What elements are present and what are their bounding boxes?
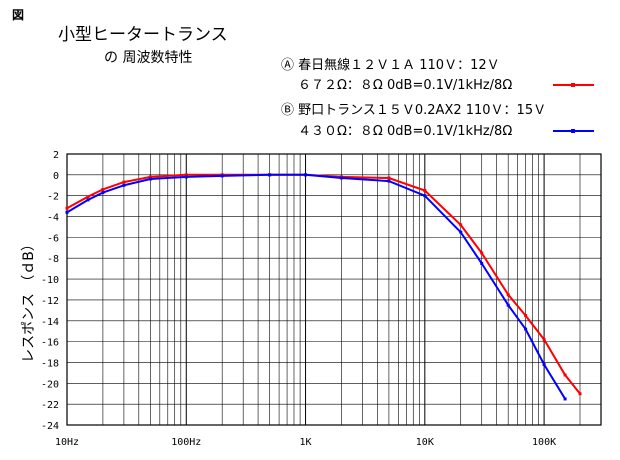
y-tick-label: -12 bbox=[41, 296, 59, 307]
data-point bbox=[480, 251, 484, 255]
data-point bbox=[86, 198, 90, 202]
data-point bbox=[459, 223, 463, 227]
x-tick-label: 100Hz bbox=[171, 437, 201, 448]
data-point bbox=[304, 173, 308, 177]
y-tick-label: -6 bbox=[47, 233, 59, 244]
data-point bbox=[148, 177, 152, 181]
y-tick-label: -4 bbox=[47, 213, 59, 224]
data-point bbox=[480, 261, 484, 265]
chart-series bbox=[65, 173, 582, 401]
y-tick-label: -22 bbox=[41, 400, 59, 411]
data-point bbox=[387, 179, 391, 183]
data-point bbox=[65, 206, 69, 210]
data-point bbox=[268, 173, 272, 177]
data-point bbox=[524, 327, 528, 331]
data-point bbox=[506, 293, 510, 297]
y-tick-label: -10 bbox=[41, 275, 59, 286]
data-point bbox=[122, 183, 126, 187]
y-tick-label: -20 bbox=[41, 379, 59, 390]
data-point bbox=[506, 303, 510, 307]
y-tick-label: -2 bbox=[47, 192, 59, 203]
legend-a-name: Ⓐ 春日無線１２Ｖ１Ａ 110Ｖ：12Ｖ bbox=[281, 58, 500, 73]
legend-swatch-marker bbox=[571, 83, 575, 87]
data-point bbox=[563, 373, 567, 377]
x-tick-label: 10K bbox=[416, 437, 434, 448]
data-point bbox=[563, 397, 567, 401]
data-point bbox=[101, 191, 105, 195]
y-tick-label: -14 bbox=[41, 317, 59, 328]
y-tick-label: -24 bbox=[41, 421, 59, 432]
data-point bbox=[524, 314, 528, 318]
data-point bbox=[542, 363, 546, 367]
y-tick-label: 2 bbox=[53, 150, 59, 161]
plot-frame bbox=[66, 153, 602, 426]
data-point bbox=[423, 194, 427, 198]
legend-swatches bbox=[553, 83, 594, 133]
figure-label: 図 bbox=[12, 8, 25, 22]
chart-subtitle: の 周波数特性 bbox=[104, 50, 193, 66]
data-point bbox=[101, 187, 105, 191]
data-point bbox=[423, 188, 427, 192]
legend-swatch-marker bbox=[571, 129, 575, 133]
data-point bbox=[220, 174, 224, 178]
x-tick-label: 10Hz bbox=[55, 437, 79, 448]
data-point bbox=[184, 175, 188, 179]
data-point bbox=[86, 195, 90, 199]
x-tick-label: 100K bbox=[532, 437, 556, 448]
y-tick-label: 0 bbox=[53, 171, 59, 182]
data-point bbox=[184, 173, 188, 177]
series-line-b bbox=[66, 173, 566, 400]
data-point bbox=[122, 180, 126, 184]
data-point bbox=[387, 176, 391, 180]
chart-grid bbox=[66, 153, 602, 426]
data-point bbox=[459, 230, 463, 234]
series-line-a bbox=[66, 173, 581, 395]
data-point bbox=[65, 210, 69, 214]
chart-axes bbox=[66, 153, 602, 426]
data-point bbox=[148, 175, 152, 179]
y-tick-label: -8 bbox=[47, 254, 59, 265]
legend-b-note: ４３０Ω：８Ω 0dB=0.1V/1kHz/8Ω bbox=[298, 124, 513, 139]
data-point bbox=[578, 392, 582, 396]
x-tick-label: 1K bbox=[300, 437, 312, 448]
y-tick-label: -18 bbox=[41, 358, 59, 369]
tick-labels: 2 0 -2 -4 -6 -8 -10 -12 -14 -16 -18 -20 -22 -24 10Hz 10… bbox=[41, 150, 556, 448]
data-point bbox=[339, 176, 343, 180]
data-point bbox=[542, 338, 546, 342]
chart-title: 小型ヒータートランス bbox=[58, 25, 228, 45]
legend-b-name: Ⓑ 野口トランス１５Ｖ0.2AX2 110Ｖ：15Ｖ bbox=[281, 103, 547, 118]
legend-a-note: ６７２Ω：８Ω 0dB=0.1V/1kHz/8Ω bbox=[298, 78, 513, 93]
y-tick-label: -16 bbox=[41, 338, 59, 349]
